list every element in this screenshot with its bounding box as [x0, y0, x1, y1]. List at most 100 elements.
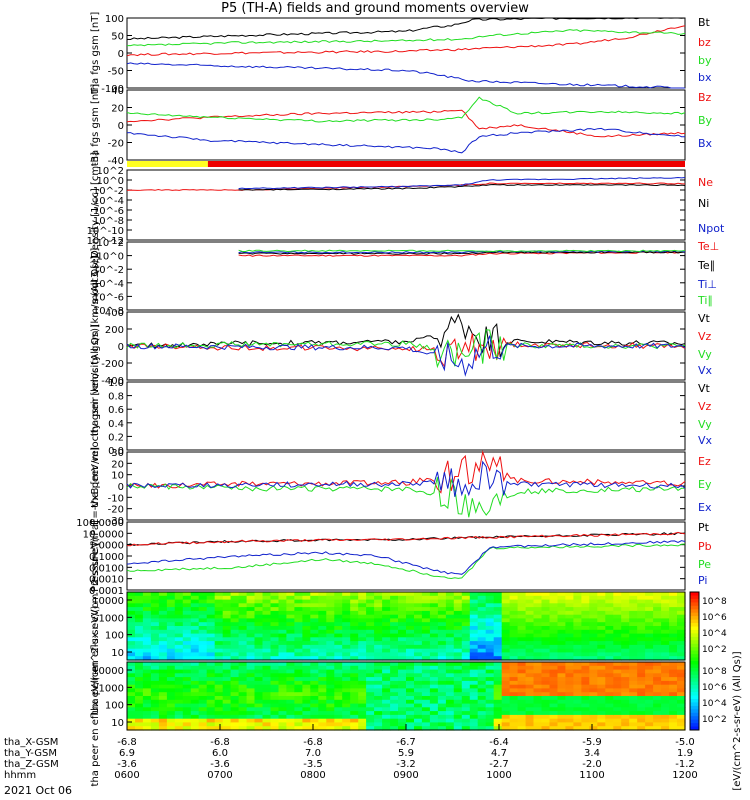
spectrogram-cell: [485, 629, 495, 635]
spectrogram-cell: [629, 595, 638, 601]
spectrogram-cell: [318, 595, 327, 601]
spectrogram-cell: [214, 637, 224, 642]
spectrogram-cell: [437, 633, 447, 638]
spectrogram-cell: [645, 665, 654, 671]
spectrogram-cell: [142, 680, 152, 686]
spectrogram-cell: [621, 673, 630, 678]
spectrogram-cell: [334, 696, 343, 701]
series-line-by: [127, 29, 686, 47]
spectrogram-cell: [621, 629, 630, 635]
spectrogram-cell: [278, 633, 288, 638]
spectrogram-cell: [509, 680, 519, 686]
spectrogram-cell: [127, 718, 136, 724]
spectrogram-cell: [142, 656, 152, 661]
spectrogram-cell: [366, 726, 375, 731]
spectrogram-cell: [461, 607, 471, 612]
spectrogram-cell: [406, 626, 415, 631]
spectrogram-cell: [182, 626, 192, 631]
spectrogram-cell: [318, 669, 327, 674]
spectrogram-cell: [557, 677, 567, 682]
spectrogram-cell: [629, 707, 638, 712]
spectrogram-cell: [653, 644, 662, 650]
spectrogram-cell: [342, 626, 351, 631]
spectrogram-cell: [374, 618, 383, 623]
spectrogram-cell: [517, 652, 527, 657]
spectrogram-cell: [174, 595, 184, 601]
spectrogram-cell: [158, 652, 168, 657]
spectrogram-cell: [445, 637, 455, 642]
spectrogram-cell: [549, 648, 559, 654]
spectrogram-cell: [605, 684, 614, 690]
spectrogram-cell: [517, 680, 527, 686]
spectrogram-cell: [613, 722, 622, 727]
spectrogram-cell: [382, 629, 391, 635]
spectrogram-cell: [573, 711, 582, 716]
spectrogram-cell: [366, 592, 375, 597]
spectrogram-cell: [302, 592, 311, 597]
spectrogram-cell: [158, 622, 168, 627]
spectrogram-cell: [318, 692, 327, 697]
spectrogram-cell: [174, 592, 184, 597]
spectrogram-cell: [549, 610, 559, 616]
spectrogram-cell: [437, 722, 447, 727]
spectrogram-cell: [326, 665, 335, 671]
spectrogram-cell: [653, 673, 662, 678]
spectrogram-cell: [286, 703, 295, 708]
spectrogram-cell: [158, 669, 168, 674]
spectrogram-cell: [645, 722, 654, 727]
spectrogram-cell: [254, 688, 264, 693]
spectrogram-cell: [525, 669, 535, 674]
spectrogram-cell: [509, 614, 519, 620]
spectrogram-cell: [318, 626, 327, 631]
x-row-value: -6.8: [117, 737, 137, 748]
spectrogram-cell: [437, 673, 447, 678]
spectrogram-cell: [509, 633, 519, 638]
series-line-Npot: [238, 176, 686, 190]
spectrogram-cell: [501, 714, 511, 720]
spectrogram-cell: [557, 665, 567, 671]
spectrogram-cell: [541, 633, 551, 638]
colorbar-label: [eV/(cm^2-s-sr-eV) (All Qs)]: [732, 651, 743, 790]
spectrogram-cell: [182, 603, 192, 608]
spectrogram-cell: [525, 652, 535, 657]
spectrogram-cell: [214, 722, 224, 727]
spectrogram-cell: [565, 656, 574, 661]
spectrogram-cell: [549, 599, 559, 604]
spectrogram-cell: [350, 603, 359, 608]
legend-entry: Vz: [698, 330, 712, 343]
spectrogram-cell: [469, 637, 479, 642]
spectrogram-cell: [493, 665, 503, 671]
spectrogram-cell: [127, 644, 136, 650]
spectrogram-cell: [262, 696, 272, 701]
spectrogram-cell: [661, 595, 670, 601]
spectrogram-cell: [350, 610, 359, 616]
spectrogram-cell: [677, 673, 686, 678]
spectrogram-cell: [142, 603, 152, 608]
spectrogram-cell: [254, 707, 264, 712]
spectrogram-cell: [581, 622, 590, 627]
spectrogram-cell: [677, 633, 686, 638]
spectrogram-cell: [166, 656, 176, 661]
spectrogram-cell: [390, 595, 399, 601]
spectrogram-cell: [597, 669, 606, 674]
spectrogram-cell: [469, 677, 479, 682]
spectrogram-cell: [286, 656, 295, 661]
spectrogram-cell: [326, 684, 335, 690]
legend-entry: Vx: [698, 434, 713, 447]
spectrogram-cell: [142, 622, 152, 627]
spectrogram-cell: [461, 662, 471, 667]
spectrogram-cell: [517, 595, 527, 601]
spectrogram-cell: [150, 656, 160, 661]
spectrogram-cell: [549, 603, 559, 608]
spectrogram-cell: [406, 633, 415, 638]
spectrogram-cell: [294, 633, 303, 638]
spectrogram-cell: [461, 673, 471, 678]
spectrogram-cell: [661, 707, 670, 712]
spectrogram-cell: [166, 610, 176, 616]
spectrogram-cell: [135, 707, 144, 712]
spectrogram-cell: [135, 703, 144, 708]
spectrogram-cell: [581, 592, 590, 597]
spectrogram-cell: [246, 648, 256, 654]
spectrogram-cell: [437, 629, 447, 635]
spectrogram-cell: [166, 718, 176, 724]
